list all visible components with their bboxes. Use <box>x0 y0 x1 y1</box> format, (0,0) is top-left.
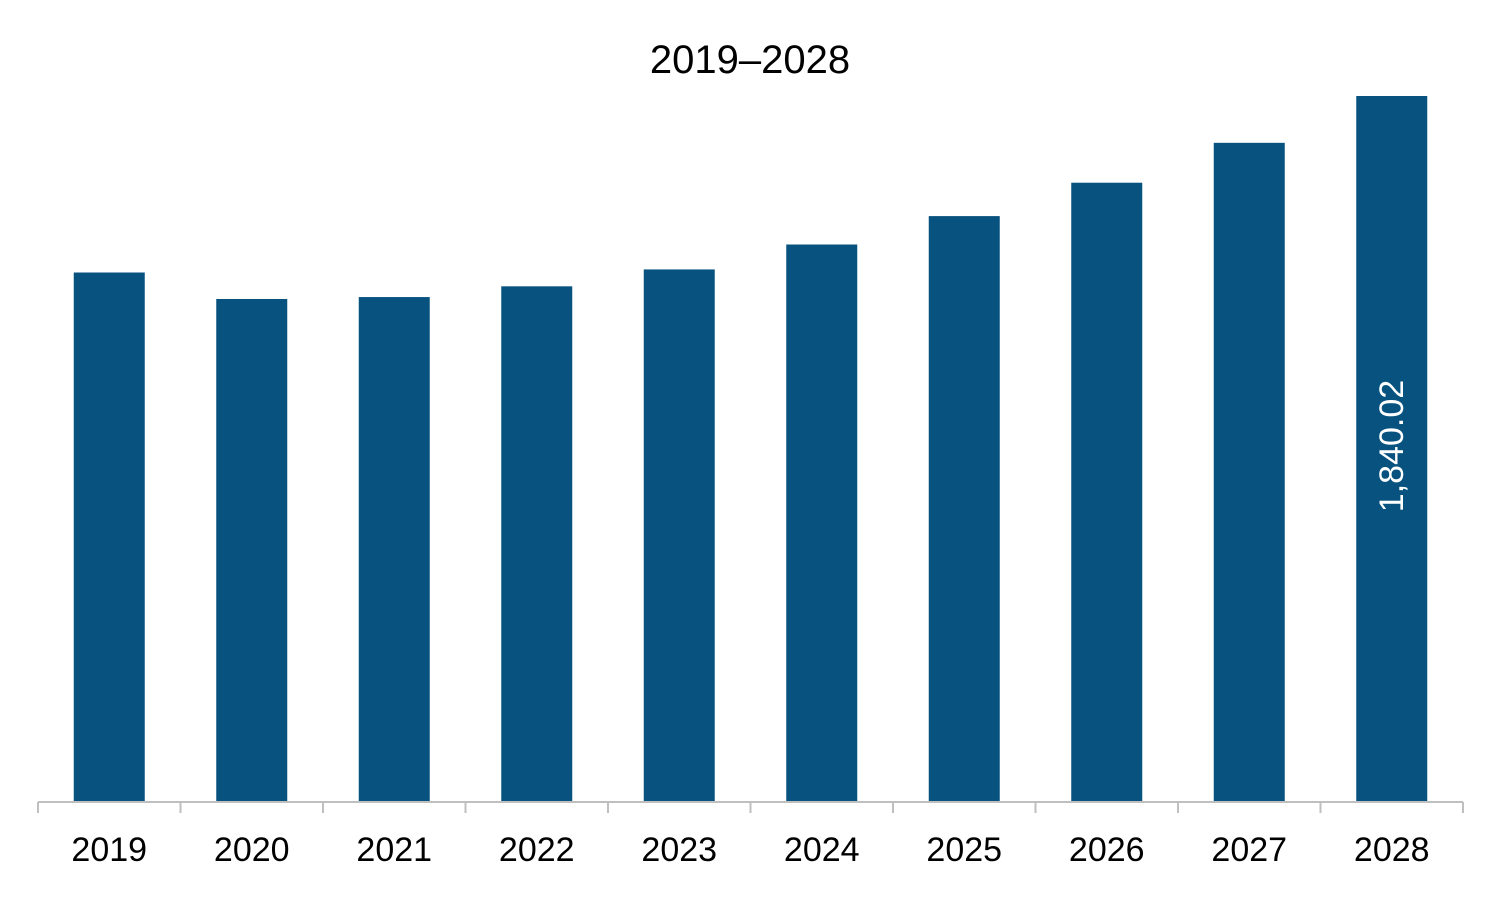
x-tick-label-2027: 2027 <box>1211 831 1287 869</box>
bar-2028 <box>1356 96 1428 802</box>
chart-title: 2019–2028 <box>650 38 850 82</box>
bar-2025 <box>928 216 1000 803</box>
x-tick-label-2025: 2025 <box>926 831 1002 869</box>
bar-2019 <box>73 272 145 803</box>
x-axis-tick-labels: 2019 2020 2021 2022 2023 2024 2025 2026 2027 2028 <box>71 831 1429 869</box>
bar-2023 <box>643 269 715 802</box>
x-tick-label-2021: 2021 <box>356 831 432 869</box>
x-tick-label-2022: 2022 <box>499 831 575 869</box>
bar-2027 <box>1213 142 1285 802</box>
bar-2020 <box>216 298 288 802</box>
x-axis-ticks <box>37 802 1464 813</box>
x-tick-label-2023: 2023 <box>641 831 717 869</box>
x-tick-label-2020: 2020 <box>214 831 290 869</box>
data-label-2028: 1,840.02 <box>1373 380 1411 512</box>
bar-2021 <box>358 297 430 802</box>
x-tick-label-2028: 2028 <box>1354 831 1430 869</box>
bar-2026 <box>1071 182 1143 803</box>
x-tick-label-2026: 2026 <box>1069 831 1145 869</box>
data-labels: 1,840.02 <box>1373 380 1411 512</box>
x-tick-label-2019: 2019 <box>71 831 147 869</box>
x-tick-label-2024: 2024 <box>784 831 860 869</box>
bar-2022 <box>501 286 573 803</box>
bar-2024 <box>786 244 858 802</box>
bars-group <box>73 96 1428 803</box>
